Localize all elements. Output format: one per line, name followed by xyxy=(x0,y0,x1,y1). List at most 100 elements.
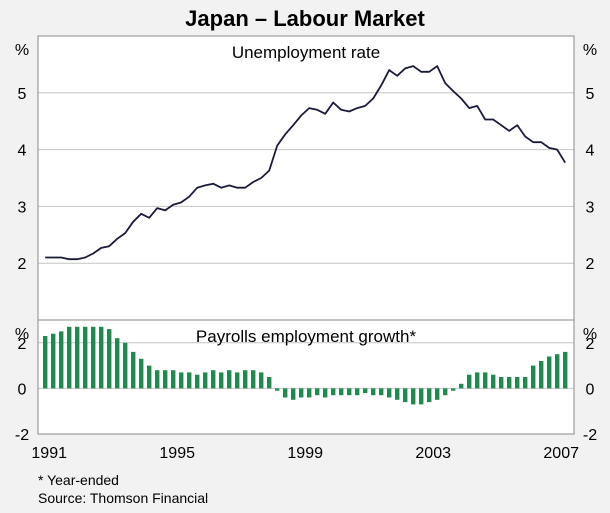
payroll-bar xyxy=(539,361,544,389)
payroll-bar xyxy=(443,388,448,396)
payrolls-unit-left: % xyxy=(15,326,29,343)
payroll-bar xyxy=(523,377,528,389)
payroll-bar xyxy=(395,388,400,400)
payroll-bar xyxy=(355,388,360,396)
unemployment-y-tick-right: 4 xyxy=(586,143,595,160)
payroll-bar xyxy=(235,372,240,389)
payroll-bar xyxy=(259,372,264,389)
source-note: Source: Thomson Financial xyxy=(38,490,208,506)
payroll-bar xyxy=(163,370,168,389)
payrolls-y-tick-left: 2 xyxy=(18,336,27,353)
payroll-bar xyxy=(435,388,440,400)
payroll-bar xyxy=(379,388,384,396)
payroll-bar xyxy=(115,338,120,389)
payroll-bar xyxy=(459,383,464,389)
x-tick-label: 2003 xyxy=(415,445,451,462)
payroll-bar xyxy=(323,388,328,398)
payroll-bar xyxy=(563,351,568,389)
payroll-bar xyxy=(211,370,216,389)
payroll-bar xyxy=(467,374,472,389)
payroll-bar xyxy=(483,372,488,389)
x-tick-label: 1995 xyxy=(159,445,195,462)
payroll-bar xyxy=(147,365,152,389)
payroll-bar xyxy=(91,326,96,389)
payrolls-unit-right: % xyxy=(583,326,597,343)
payroll-bar xyxy=(155,370,160,389)
payroll-bar xyxy=(275,388,280,391)
payrolls-y-tick-left: 0 xyxy=(18,381,27,398)
payroll-bar xyxy=(475,372,480,389)
x-tick-labels: 1991 1995 1999 2003 2007 xyxy=(31,445,579,462)
unemployment-unit-left: % xyxy=(15,42,29,59)
x-tick-label: 2007 xyxy=(543,445,579,462)
payroll-bar xyxy=(555,354,560,389)
payroll-bar xyxy=(531,365,536,389)
payroll-bar xyxy=(227,370,232,389)
payrolls-panel-title: Payrolls employment growth* xyxy=(196,327,417,346)
payroll-bar xyxy=(403,388,408,403)
payroll-bar xyxy=(43,336,48,389)
payroll-bar xyxy=(171,370,176,389)
payroll-bar xyxy=(179,372,184,389)
unemployment-y-tick-right: 2 xyxy=(586,256,595,273)
payroll-bar xyxy=(363,388,368,393)
payrolls-bars xyxy=(43,326,568,405)
payroll-bar xyxy=(347,388,352,396)
payroll-bar xyxy=(131,351,136,389)
payroll-bar xyxy=(299,388,304,398)
unemployment-y-tick-right: 3 xyxy=(586,199,595,216)
unemployment-panel-title: Unemployment rate xyxy=(232,43,380,62)
payroll-bar xyxy=(419,388,424,405)
payrolls-y-tick-right: -2 xyxy=(583,427,597,444)
payroll-bar xyxy=(251,370,256,389)
payroll-bar xyxy=(123,342,128,389)
payroll-bar xyxy=(243,370,248,389)
payroll-bar xyxy=(339,388,344,396)
payroll-bar xyxy=(411,388,416,405)
payroll-bar xyxy=(387,388,392,398)
payroll-bar xyxy=(507,377,512,389)
payroll-bar xyxy=(291,388,296,400)
payroll-bar xyxy=(331,388,336,396)
payroll-bar xyxy=(491,374,496,389)
x-tick-label: 1991 xyxy=(31,445,67,462)
payroll-bar xyxy=(203,372,208,389)
payroll-bar xyxy=(75,326,80,389)
payroll-bar xyxy=(283,388,288,398)
payroll-bar xyxy=(59,331,64,389)
y-tick-labels: 2 2 3 3 4 4 5 5 -2 -2 0 0 2 2 xyxy=(15,86,597,444)
unemployment-line xyxy=(45,65,566,261)
footnote: * Year-ended xyxy=(38,472,119,488)
payrolls-y-tick-left: -2 xyxy=(15,427,29,444)
payroll-bar xyxy=(67,326,72,389)
payroll-bar xyxy=(99,326,104,389)
payroll-bar xyxy=(187,372,192,389)
payroll-bar xyxy=(267,377,272,389)
unemployment-y-tick-left: 2 xyxy=(18,256,27,273)
payroll-bar xyxy=(195,374,200,389)
unemployment-y-tick-right: 5 xyxy=(586,86,595,103)
payroll-bar xyxy=(107,329,112,389)
payroll-bar xyxy=(427,388,432,403)
unemployment-unit-right: % xyxy=(583,42,597,59)
plot-frame xyxy=(37,35,575,435)
chart-title: Japan – Labour Market xyxy=(185,6,425,31)
payrolls-y-tick-right: 0 xyxy=(586,381,595,398)
payroll-bar xyxy=(83,326,88,389)
x-tick-label: 1999 xyxy=(287,445,323,462)
payroll-bar xyxy=(139,358,144,389)
payroll-bar xyxy=(315,388,320,396)
payroll-bar xyxy=(451,388,456,391)
payroll-bar xyxy=(219,372,224,389)
payroll-bar xyxy=(51,333,56,389)
unemployment-y-tick-left: 3 xyxy=(18,199,27,216)
unemployment-y-tick-left: 5 xyxy=(18,86,27,103)
payroll-bar xyxy=(307,388,312,398)
unemployment-y-tick-left: 4 xyxy=(18,143,27,160)
payroll-bar xyxy=(547,356,552,389)
unemployment-grid xyxy=(38,92,574,264)
payroll-bar xyxy=(515,377,520,389)
payrolls-y-tick-right: 2 xyxy=(586,336,595,353)
payroll-bar xyxy=(371,388,376,396)
